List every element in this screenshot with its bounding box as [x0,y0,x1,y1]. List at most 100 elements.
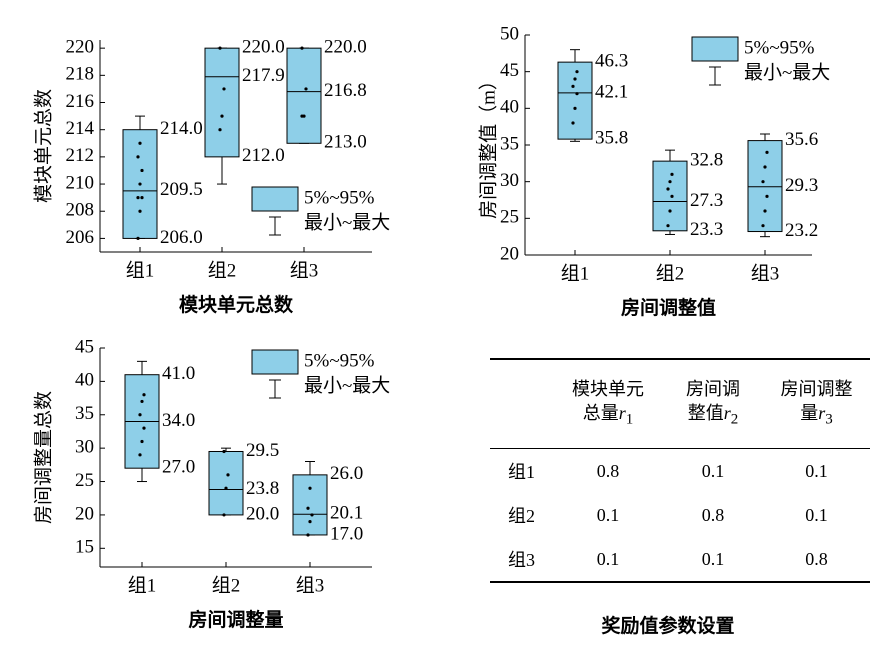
point [138,141,142,145]
value-label: 212.0 [242,145,285,166]
value-label: 209.5 [160,179,203,200]
header-text: 房间调整值 [686,378,740,423]
point [136,196,140,200]
point [308,519,312,524]
point [575,92,579,96]
table-row: 组3 0.1 0.1 0.8 [490,537,870,582]
x-tick-label: 组1 [561,262,590,284]
point [765,194,769,198]
value-label: 26.0 [330,463,363,484]
point [218,128,222,132]
value-label: 42.1 [595,81,628,102]
y-tick-label: 208 [66,200,95,221]
header-cell: 模块单元总量r1 [553,359,663,449]
point [666,224,670,228]
point [302,114,306,118]
y-axis-label: 房间调整量总数 [32,391,54,524]
value-label: 29.3 [785,175,818,196]
x-tick-label: 组1 [126,259,155,281]
point [138,209,142,213]
y-tick-label: 30 [500,170,519,191]
value-label: 20.1 [330,503,363,524]
y-axis-label: 房间调整值（m） [477,71,499,219]
point [220,114,224,118]
value-label: 27.0 [162,457,195,478]
y-tick-label: 50 [500,23,519,44]
y-tick-label: 40 [75,370,94,391]
x-tick-label: 组2 [208,259,237,281]
table-cell: 0.1 [701,548,725,569]
point [140,168,144,173]
table: 模块单元总量r1 房间调整值r2 房间调整量r3 组1 0.8 0.1 0.1 组2 0.… [490,358,870,583]
table-row: 组1 0.8 0.1 0.1 [490,449,870,494]
table-cell: 0.1 [596,548,620,569]
value-label: 35.6 [785,129,818,150]
legend-label: 最小~最大 [304,211,390,233]
y-tick-label: 25 [75,470,94,491]
value-label: 29.5 [246,440,279,461]
legend-box [251,186,299,212]
point [136,236,140,241]
value-label: 213.0 [324,132,367,153]
header-sub: 1 [625,411,634,428]
y-tick-label: 15 [75,537,94,558]
corner [490,359,553,449]
box [286,47,322,144]
point [668,209,672,213]
point [140,439,144,444]
point [306,533,310,537]
y-tick-label: 218 [66,64,95,85]
point [763,165,767,169]
legend-label: 5%~95% [304,350,375,371]
point [666,187,670,191]
y-tick-label: 220 [66,37,95,58]
y-tick-label: 214 [66,118,95,139]
point [765,150,769,154]
point [573,77,577,81]
header-cell: 房间调整量r3 [763,359,870,449]
box [747,140,783,233]
point [670,172,674,176]
header-text: 房间调整量 [780,378,853,423]
point [140,196,144,200]
legend-label: 最小~最大 [744,61,830,83]
value-label: 20.0 [246,503,279,524]
value-label: 217.9 [242,65,285,86]
value-label: 27.3 [690,190,723,211]
box [208,450,244,516]
header-var: r [618,402,626,423]
point [226,473,230,477]
table-caption: 奖励值参数设置 [601,614,734,637]
value-label: 23.2 [785,220,818,241]
y-tick-label: 212 [66,145,95,166]
point [571,121,575,125]
y-tick-label: 35 [500,133,519,154]
header-text: 模块单元总量 [572,378,644,423]
y-tick-label: 45 [75,336,94,357]
box [652,160,688,232]
point [224,486,228,490]
x-tick-label: 组3 [751,262,780,284]
point [222,449,226,454]
point [761,224,765,228]
point [218,46,222,50]
y-axis-label: 模块单元总数 [32,89,54,203]
point [300,46,304,50]
point [304,87,308,91]
table-cell: 0.8 [701,504,725,525]
value-label: 206.0 [160,227,203,248]
header-sub: 3 [825,411,833,428]
x-tick-label: 组1 [128,574,157,596]
y-tick-label: 210 [66,172,95,193]
table-cell: 0.8 [596,460,620,481]
value-label: 17.0 [330,523,363,544]
header-row: 模块单元总量r1 房间调整值r2 房间调整量r3 [490,359,870,449]
y-tick-label: 206 [66,227,95,248]
value-label: 35.8 [595,127,628,148]
point [573,106,577,110]
point [668,180,672,184]
y-tick-label: 216 [66,91,95,112]
legend-label: 5%~95% [304,187,375,208]
header-var: r [723,402,731,423]
